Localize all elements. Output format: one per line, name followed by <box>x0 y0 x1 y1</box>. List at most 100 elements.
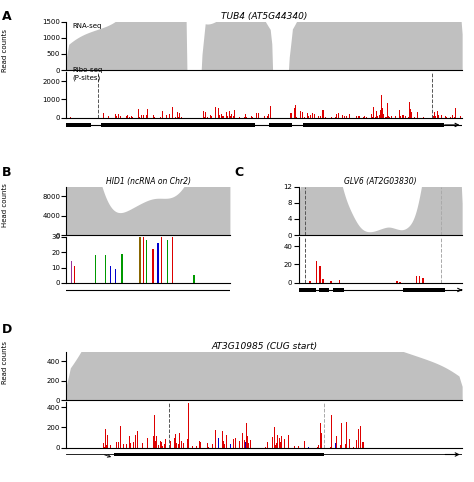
Bar <box>349 439 350 448</box>
Bar <box>175 117 176 118</box>
Bar <box>310 115 311 118</box>
Bar <box>319 288 328 292</box>
Bar <box>139 117 140 118</box>
Bar <box>129 436 130 448</box>
Bar <box>230 444 231 448</box>
Bar <box>331 117 332 118</box>
Bar <box>190 436 191 448</box>
Bar <box>166 116 167 118</box>
Bar <box>228 441 229 448</box>
Bar <box>336 444 337 448</box>
Text: RNA-seq: RNA-seq <box>73 23 101 28</box>
Bar <box>454 117 455 118</box>
Bar <box>182 115 183 118</box>
Bar <box>318 445 319 448</box>
Bar <box>126 116 127 118</box>
Bar <box>433 117 434 118</box>
Bar <box>416 117 417 118</box>
Bar <box>139 237 141 283</box>
Bar <box>207 442 208 448</box>
Bar <box>163 434 164 448</box>
Bar <box>162 111 163 118</box>
Bar <box>374 112 375 118</box>
Bar <box>320 117 321 118</box>
Text: A: A <box>2 10 12 23</box>
Bar <box>223 441 224 448</box>
Bar <box>165 439 166 448</box>
Bar <box>234 110 235 118</box>
Bar <box>153 115 154 118</box>
Bar <box>177 112 178 118</box>
Bar <box>269 123 292 127</box>
Bar <box>117 446 118 448</box>
Bar <box>182 419 183 448</box>
Title: HID1 (ncRNA on Chr2): HID1 (ncRNA on Chr2) <box>106 177 191 186</box>
Bar <box>445 116 446 118</box>
Bar <box>294 108 295 118</box>
Bar <box>199 441 200 448</box>
Bar <box>324 440 325 448</box>
Bar <box>277 435 278 448</box>
Bar <box>212 444 213 448</box>
Bar <box>302 112 303 118</box>
Bar <box>155 437 156 448</box>
Bar <box>154 117 155 118</box>
Bar <box>130 443 131 448</box>
Bar <box>181 441 182 448</box>
Bar <box>146 115 147 118</box>
Bar <box>142 443 143 448</box>
Bar <box>307 113 308 118</box>
Bar <box>114 453 324 456</box>
Bar <box>229 111 230 118</box>
Bar <box>129 117 130 118</box>
Bar <box>158 445 159 448</box>
Bar <box>399 110 400 118</box>
Bar <box>251 116 252 118</box>
Bar <box>110 445 111 448</box>
Bar <box>280 442 281 448</box>
Bar <box>395 116 396 118</box>
Bar <box>362 442 363 448</box>
Bar <box>178 117 179 118</box>
Bar <box>192 446 193 448</box>
Bar <box>318 116 319 118</box>
Bar <box>363 107 364 118</box>
Bar <box>148 441 149 448</box>
Bar <box>205 112 206 118</box>
Bar <box>231 114 232 118</box>
Bar <box>181 117 182 118</box>
Bar <box>196 446 197 448</box>
Bar <box>328 116 329 118</box>
Bar <box>211 116 212 118</box>
Bar <box>223 117 224 118</box>
Bar <box>132 117 133 118</box>
Bar <box>290 438 291 448</box>
Bar <box>102 117 103 118</box>
Bar <box>176 443 177 448</box>
Bar <box>115 269 116 283</box>
Bar <box>359 116 360 118</box>
Bar <box>105 255 106 283</box>
Bar <box>399 282 401 283</box>
Bar <box>242 433 243 448</box>
Bar <box>446 117 447 118</box>
Bar <box>353 447 354 448</box>
Bar <box>342 115 343 118</box>
Title: GLV6 (AT2G03830): GLV6 (AT2G03830) <box>344 177 417 186</box>
Bar <box>66 123 91 127</box>
Bar <box>109 432 110 448</box>
Bar <box>272 437 273 448</box>
Bar <box>121 254 123 283</box>
Bar <box>115 114 116 118</box>
Bar <box>204 117 205 118</box>
Bar <box>416 277 417 283</box>
Bar <box>275 445 276 448</box>
Bar <box>462 113 463 118</box>
Bar <box>323 110 324 118</box>
Bar <box>452 115 453 118</box>
Bar <box>137 431 138 448</box>
Text: D: D <box>2 323 13 336</box>
Bar <box>71 261 72 283</box>
Bar <box>210 115 211 118</box>
Bar <box>172 237 173 283</box>
